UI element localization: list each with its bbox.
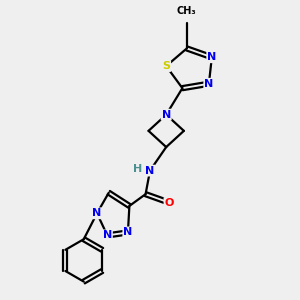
Text: CH₃: CH₃ bbox=[177, 6, 197, 16]
Text: N: N bbox=[162, 110, 171, 120]
Text: H: H bbox=[133, 164, 142, 174]
Text: N: N bbox=[123, 227, 133, 237]
Text: S: S bbox=[162, 61, 170, 71]
Text: N: N bbox=[92, 208, 102, 218]
Text: N: N bbox=[146, 166, 154, 176]
Text: N: N bbox=[204, 79, 214, 89]
Text: N: N bbox=[103, 230, 112, 240]
Text: O: O bbox=[164, 198, 174, 208]
Text: N: N bbox=[207, 52, 217, 62]
